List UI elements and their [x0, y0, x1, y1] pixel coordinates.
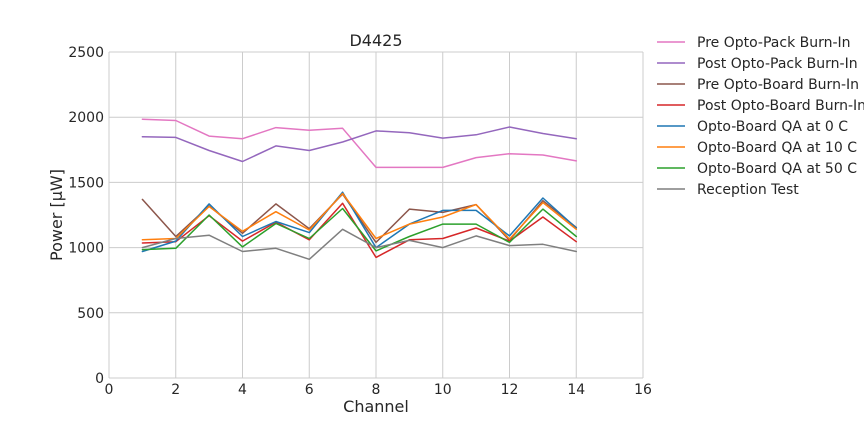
y-axis: 0 500 1000 1500 2000 2500 [68, 45, 104, 387]
series-line-reception-test [141, 228, 578, 261]
legend-label-reception-test: Reception Test [697, 182, 799, 198]
y-tick-label: 2000 [68, 110, 104, 126]
x-tick-label: 8 [372, 382, 381, 398]
x-tick-label: 10 [434, 382, 452, 398]
x-tick-label: 6 [305, 382, 314, 398]
x-tick-label: 2 [171, 382, 180, 398]
y-tick-label: 2500 [68, 45, 104, 61]
x-tick-label: 14 [567, 382, 585, 398]
x-tick-label: 16 [634, 382, 652, 398]
series-group [141, 118, 578, 261]
x-tick-label: 12 [501, 382, 519, 398]
x-axis-label: Channel [343, 397, 409, 416]
series-line-opto-board-qa-at-10-c [141, 192, 578, 241]
x-tick-label: 0 [105, 382, 114, 398]
chart-title: D4425 [349, 31, 402, 50]
legend-label-opto-board-qa-at-10-c: Opto-Board QA at 10 C [697, 140, 857, 156]
y-tick-label: 1000 [68, 241, 104, 257]
legend-label-opto-board-qa-at-50-c: Opto-Board QA at 50 C [697, 161, 857, 177]
legend: Pre Opto-Pack Burn-In Post Opto-Pack Burn… [657, 35, 864, 198]
legend-label-post-opto-pack-burn-in: Post Opto-Pack Burn-In [697, 56, 858, 72]
legend-label-post-opto-board-burn-in: Post Opto-Board Burn-In [697, 98, 864, 114]
x-axis: 0 2 4 6 8 10 12 14 16 [105, 382, 652, 398]
series-line-post-opto-pack-burn-in [141, 126, 578, 163]
y-tick-label: 0 [95, 371, 104, 387]
legend-label-pre-opto-board-burn-in: Pre Opto-Board Burn-In [697, 77, 859, 93]
y-axis-label: Power [μW] [47, 169, 66, 261]
series-line-opto-board-qa-at-50-c [141, 207, 578, 252]
y-tick-label: 1500 [68, 175, 104, 191]
grid [108, 51, 644, 379]
series-line-opto-board-qa-at-0-c [141, 191, 578, 253]
y-tick-label: 500 [77, 306, 104, 322]
legend-label-pre-opto-pack-burn-in: Pre Opto-Pack Burn-In [697, 35, 851, 51]
x-tick-label: 4 [238, 382, 247, 398]
legend-label-opto-board-qa-at-0-c: Opto-Board QA at 0 C [697, 119, 848, 135]
series-line-pre-opto-pack-burn-in [141, 118, 578, 169]
